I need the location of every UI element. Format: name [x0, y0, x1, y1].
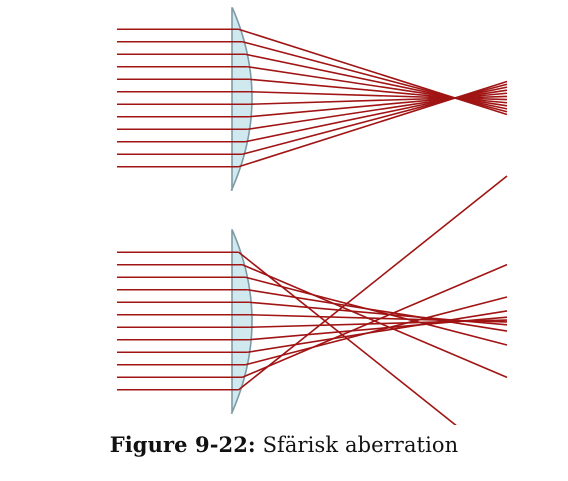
figure-caption-text: Sfärisk aberration [262, 433, 459, 457]
figure-label: Figure 9-22: [109, 432, 256, 457]
figure-caption: Figure 9-22: Sfärisk aberration [0, 432, 568, 457]
refracted-ray [242, 263, 508, 378]
refracted-ray [249, 78, 508, 104]
refracted-ray [249, 316, 508, 341]
refracted-ray [247, 288, 508, 332]
refracted-ray [238, 80, 508, 168]
refracted-ray [238, 175, 508, 391]
refracted-ray [238, 251, 457, 425]
refracted-ray [247, 310, 508, 354]
spherical-aberration-figure [117, 7, 508, 425]
corrected-lens-diagram [117, 7, 508, 191]
refracted-ray [245, 276, 508, 346]
refracted-ray [245, 296, 508, 366]
spherical-aberration-lens-diagram [117, 175, 508, 425]
lens [230, 229, 253, 414]
